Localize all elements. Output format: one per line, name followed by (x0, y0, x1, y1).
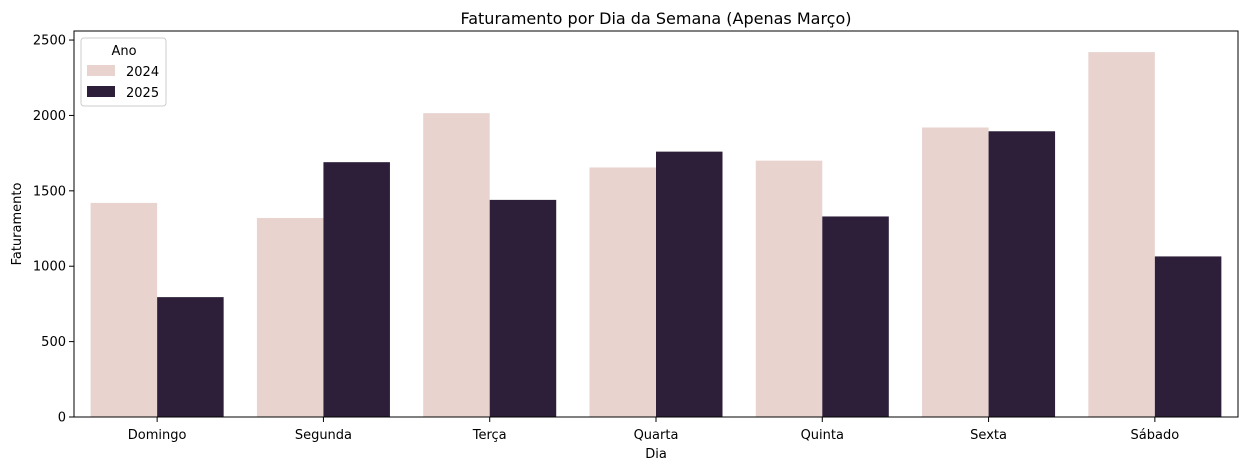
x-axis: Domingo Segunda Terça Quarta Quinta Sexta Sába… (128, 417, 1179, 443)
y-tick-label: 2500 (33, 34, 66, 49)
bar-2025-sábado (1154, 256, 1222, 417)
x-tick-label-quarta: Quarta (634, 428, 679, 443)
legend-swatch-2025 (87, 86, 115, 97)
x-axis-label: Dia (645, 447, 667, 462)
legend: Ano 2024 2025 (80, 37, 167, 107)
legend-title: Ano (111, 44, 136, 59)
bar-2024-domingo (90, 202, 158, 417)
x-tick-label-domingo: Domingo (128, 428, 187, 443)
bar-2024-segunda (256, 217, 324, 417)
bar-2025-quarta (656, 151, 723, 418)
y-axis: 0 500 1000 1500 2000 2500 (33, 34, 74, 426)
y-tick-label: 500 (41, 335, 66, 350)
bar-2024-sábado (1088, 52, 1155, 418)
bar-2024-terça (423, 113, 490, 418)
x-tick-label-quinta: Quinta (801, 428, 844, 443)
bar-2024-sexta (922, 127, 989, 417)
x-tick-label-terça: Terça (472, 428, 507, 443)
y-tick-label: 1000 (33, 260, 66, 275)
bar-2025-sexta (988, 131, 1056, 417)
y-tick-label: 0 (58, 411, 66, 426)
legend-label-2024: 2024 (126, 65, 159, 80)
y-tick-label: 2000 (33, 109, 66, 124)
x-tick-label-sexta: Sexta (970, 428, 1007, 443)
plot-frame (73, 30, 1239, 418)
bar-2024-quinta (755, 160, 823, 418)
x-tick-label-sábado: Sábado (1131, 428, 1180, 443)
bar-2025-terça (489, 199, 557, 418)
legend-label-2025: 2025 (126, 86, 159, 101)
legend-swatch-2024 (87, 65, 115, 76)
y-axis-label: Faturamento (10, 183, 25, 266)
bar-2024-quarta (589, 167, 656, 417)
bar-2025-segunda (323, 162, 390, 417)
bars-group (90, 52, 1222, 418)
x-tick-label-segunda: Segunda (295, 428, 352, 443)
bar-2025-quinta (822, 216, 889, 417)
y-tick-label: 1500 (33, 184, 66, 199)
chart-title: Faturamento por Dia da Semana (Apenas Ma… (460, 9, 851, 28)
bar-2025-domingo (157, 297, 224, 417)
